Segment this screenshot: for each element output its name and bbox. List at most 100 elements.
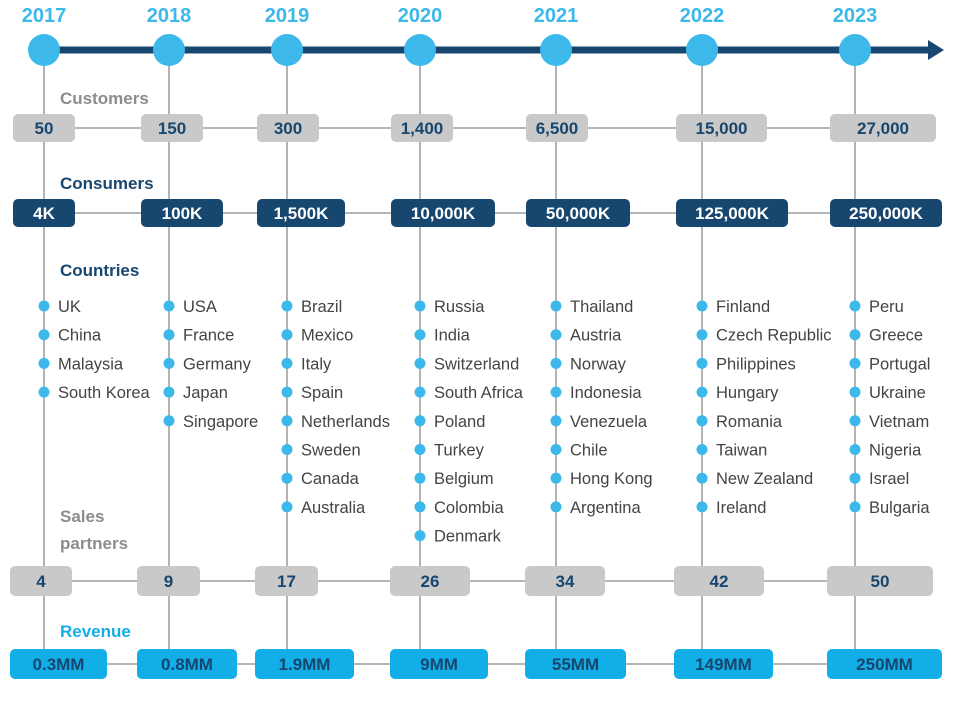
country-bullet xyxy=(550,501,562,513)
country-label: Bulgaria xyxy=(869,499,930,517)
year-label: 2020 xyxy=(398,5,443,27)
country-label: Japan xyxy=(183,384,228,402)
country-label: South Africa xyxy=(434,384,524,402)
year-label: 2017 xyxy=(22,5,67,27)
country-bullet xyxy=(849,415,861,427)
revenue-value: 9MM xyxy=(420,655,458,674)
country-bullet xyxy=(696,300,708,312)
year-node xyxy=(153,34,185,66)
year-node xyxy=(271,34,303,66)
sales-partners-value: 34 xyxy=(556,572,575,591)
country-bullet xyxy=(696,357,708,369)
country-label: USA xyxy=(183,298,217,316)
revenue-value: 250MM xyxy=(856,655,913,674)
country-label: Spain xyxy=(301,384,343,402)
country-bullet xyxy=(163,357,175,369)
country-label: Sweden xyxy=(301,442,361,460)
section-label-consumers: Consumers xyxy=(60,174,154,193)
customers-box xyxy=(830,114,936,142)
countries: UK China Malaysia South Korea USA France Germa… xyxy=(38,298,930,546)
country-bullet xyxy=(281,415,293,427)
country-bullet xyxy=(696,386,708,398)
sales-partners-value: 9 xyxy=(164,572,173,591)
country-bullet xyxy=(281,357,293,369)
country-bullet xyxy=(281,501,293,513)
country-bullet xyxy=(414,329,426,341)
sales-partners-box xyxy=(674,566,764,596)
revenue-box xyxy=(255,649,354,679)
section-label-partners: partners xyxy=(60,534,128,553)
year-node xyxy=(540,34,572,66)
country-bullet xyxy=(849,329,861,341)
country-label: Canada xyxy=(301,470,360,488)
consumers-value: 1,500K xyxy=(274,204,330,223)
revenue-value: 0.8MM xyxy=(161,655,213,674)
country-bullet xyxy=(696,472,708,484)
country-label: Hong Kong xyxy=(570,470,653,488)
country-bullet xyxy=(38,300,50,312)
consumers-box xyxy=(257,199,345,227)
section-label-customers: Customers xyxy=(60,89,149,108)
country-label: Turkey xyxy=(434,442,485,460)
consumers-value: 4K xyxy=(33,204,55,223)
sales-partners-box xyxy=(390,566,470,596)
country-bullet xyxy=(414,357,426,369)
consumers-box xyxy=(830,199,942,227)
consumers-box xyxy=(141,199,223,227)
customers-box xyxy=(676,114,767,142)
country-bullet xyxy=(281,300,293,312)
country-bullet xyxy=(163,386,175,398)
country-bullet xyxy=(696,415,708,427)
country-label: Mexico xyxy=(301,327,353,345)
sales-partners: 4 9 17 26 34 42 50 xyxy=(10,566,933,596)
country-bullet xyxy=(38,329,50,341)
country-label: Colombia xyxy=(434,499,505,517)
country-label: Taiwan xyxy=(716,442,767,460)
consumers-box xyxy=(526,199,630,227)
consumers-value: 125,000K xyxy=(695,204,769,223)
country-label: Portugal xyxy=(869,355,930,373)
revenue-box xyxy=(827,649,942,679)
customers-value: 27,000 xyxy=(857,119,909,138)
customers-value: 50 xyxy=(35,119,54,138)
country-label: Hungary xyxy=(716,384,779,402)
sales-partners-value: 42 xyxy=(710,572,729,591)
customers-box xyxy=(257,114,319,142)
sales-partners-value: 50 xyxy=(871,572,890,591)
country-bullet xyxy=(849,472,861,484)
sales-partners-box xyxy=(827,566,933,596)
country-label: Germany xyxy=(183,355,252,373)
country-bullet xyxy=(550,472,562,484)
country-label: South Korea xyxy=(58,384,151,402)
country-label: New Zealand xyxy=(716,470,813,488)
customers-value: 6,500 xyxy=(536,119,579,138)
country-bullet xyxy=(550,386,562,398)
country-bullet xyxy=(550,444,562,455)
revenue-box xyxy=(390,649,488,679)
country-bullet xyxy=(281,444,293,455)
sales-partners-box xyxy=(137,566,200,596)
sales-partners-box xyxy=(10,566,72,596)
country-label: Ireland xyxy=(716,499,766,517)
country-bullet xyxy=(550,300,562,312)
country-bullet xyxy=(163,329,175,341)
country-bullet xyxy=(281,329,293,341)
country-label: Thailand xyxy=(570,298,633,316)
country-label: Ukraine xyxy=(869,384,926,402)
revenue-value: 149MM xyxy=(695,655,752,674)
country-label: Malaysia xyxy=(58,355,124,373)
country-bullet xyxy=(849,501,861,513)
years: 2017 2018 2019 2020 2021 2022 2023 xyxy=(22,5,877,66)
revenue-box xyxy=(10,649,107,679)
country-label: Czech Republic xyxy=(716,327,832,345)
year-label: 2019 xyxy=(265,5,310,27)
year-vertical-lines xyxy=(43,50,856,664)
country-label: France xyxy=(183,327,234,345)
country-label: India xyxy=(434,327,471,345)
consumers-box xyxy=(391,199,495,227)
country-label: Finland xyxy=(716,298,770,316)
country-bullet xyxy=(281,386,293,398)
revenue-box xyxy=(137,649,237,679)
sales-partners-value: 26 xyxy=(421,572,440,591)
revenue-value: 1.9MM xyxy=(279,655,331,674)
